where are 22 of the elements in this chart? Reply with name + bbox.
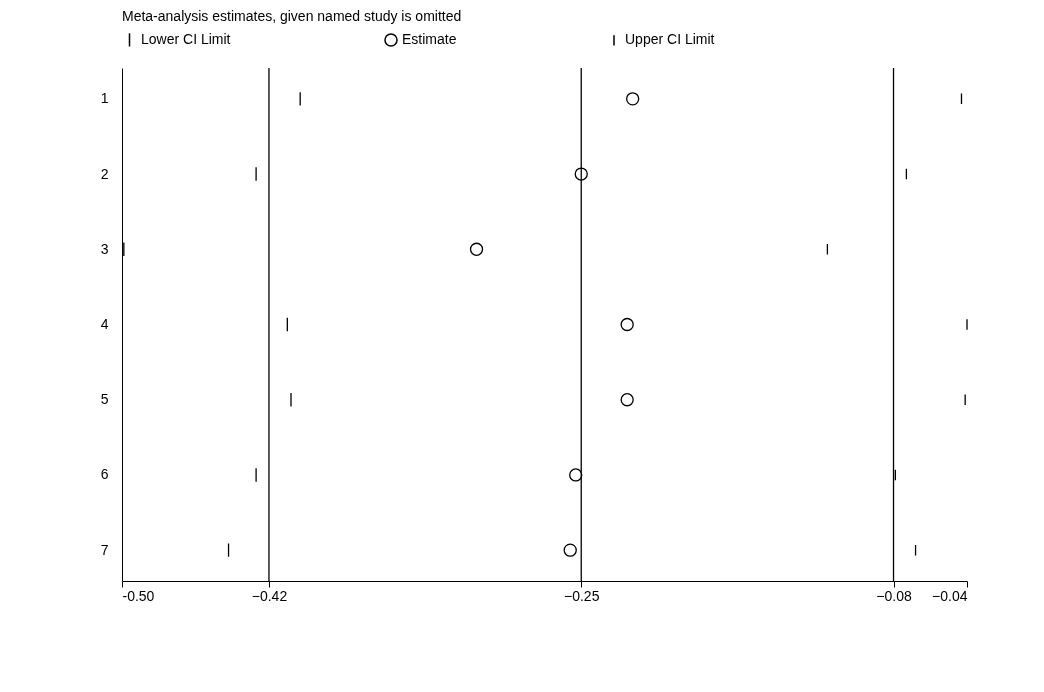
y-tick-label: 4 (100, 316, 109, 332)
point (620, 393, 634, 407)
point (563, 543, 577, 557)
x-tick-label: −0.25 (564, 587, 600, 604)
legend-label: Estimate (402, 30, 457, 47)
point (469, 242, 484, 256)
x-tick-label: −0.08 (876, 587, 912, 604)
legend-label: Lower CI Limit (141, 30, 231, 47)
legend-label: Upper CI Limit (625, 31, 715, 48)
chart-title: Meta-analysis estimates, given named study is omitted (122, 8, 462, 24)
y-tick-label: 1 (100, 90, 109, 107)
point (569, 468, 583, 482)
point (626, 92, 640, 106)
y-tick-label: 6 (100, 466, 109, 483)
x-tick-label: −0.04 (932, 587, 968, 604)
y-tick-label: 7 (100, 541, 109, 558)
x-tick-label: −0.42 (251, 587, 288, 604)
y-tick-label: 5 (100, 391, 109, 408)
x-tick-label: -0.50 (122, 587, 155, 604)
y-tick-label: 2 (100, 165, 109, 182)
point (620, 317, 634, 332)
y-tick-label: 3 (100, 240, 109, 257)
